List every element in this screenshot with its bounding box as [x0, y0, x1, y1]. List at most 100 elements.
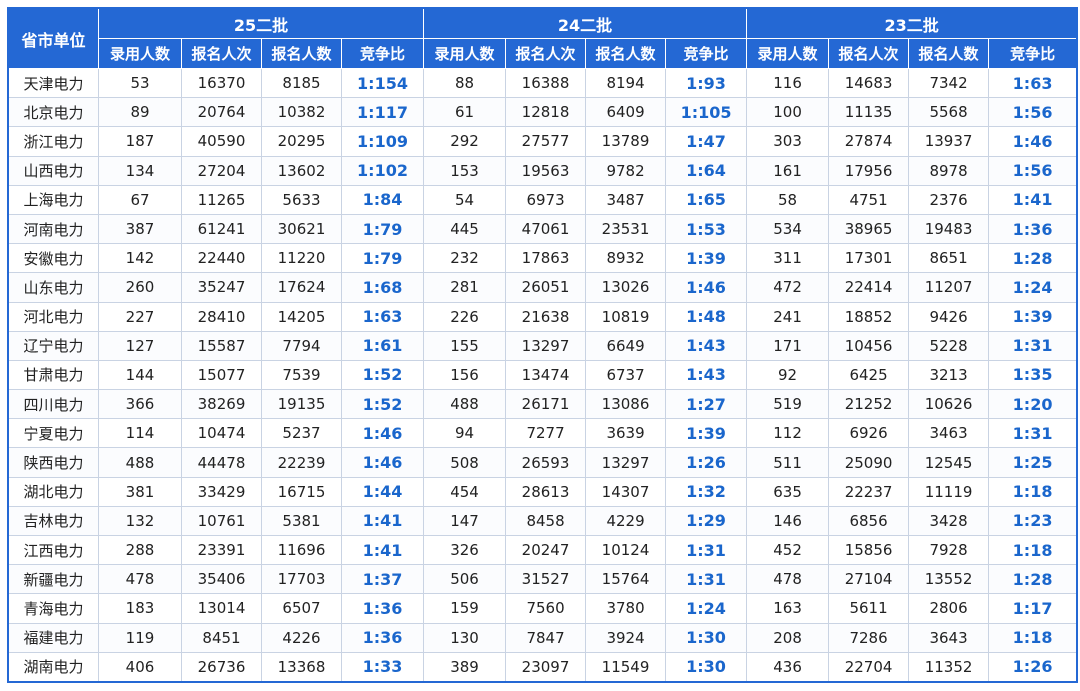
province-cell: 陕西电力	[8, 447, 99, 478]
value-cell: 635	[746, 476, 830, 507]
value-cell: 31527	[505, 564, 587, 595]
ratio-cell: 1:32	[665, 476, 748, 507]
value-cell: 13474	[505, 359, 587, 391]
ratio-cell: 1:46	[340, 418, 425, 449]
ratio-cell: 1:26	[988, 651, 1078, 682]
value-cell: 159	[423, 593, 507, 624]
col-header-hired: 录用人数	[746, 38, 830, 69]
value-cell: 292	[423, 126, 507, 157]
value-cell: 33429	[181, 476, 262, 507]
value-cell: 478	[746, 564, 830, 595]
value-cell: 226	[423, 301, 507, 332]
value-cell: 116	[746, 67, 830, 99]
ratio-cell: 1:63	[988, 67, 1078, 99]
value-cell: 406	[98, 651, 182, 682]
province-cell: 湖北电力	[8, 476, 99, 507]
value-cell: 281	[423, 272, 507, 303]
value-cell: 10819	[585, 301, 667, 332]
value-cell: 4229	[585, 505, 667, 537]
value-cell: 11119	[908, 476, 990, 507]
value-cell: 381	[98, 476, 182, 507]
value-cell: 15856	[828, 534, 910, 566]
value-cell: 11352	[908, 651, 990, 682]
value-cell: 18852	[828, 301, 910, 332]
value-cell: 8978	[908, 155, 990, 186]
province-cell: 湖南电力	[8, 651, 99, 682]
value-cell: 6973	[505, 184, 587, 215]
value-cell: 8651	[908, 243, 990, 274]
ratio-cell: 1:84	[340, 184, 425, 215]
ratio-cell: 1:39	[988, 301, 1078, 332]
col-header-applicants: 报名人数	[908, 38, 990, 69]
value-cell: 508	[423, 447, 507, 478]
value-cell: 3463	[908, 418, 990, 449]
header-sub-row: 录用人数 报名人次 报名人数 竞争比 录用人数 报名人次 报名人数 竞争比 录用…	[9, 38, 1078, 69]
value-cell: 13937	[908, 126, 990, 157]
value-cell: 10626	[908, 389, 990, 420]
value-cell: 134	[98, 155, 182, 186]
value-cell: 506	[423, 564, 507, 595]
ratio-cell: 1:26	[665, 447, 748, 478]
value-cell: 3428	[908, 505, 990, 537]
value-cell: 7928	[908, 534, 990, 566]
value-cell: 326	[423, 534, 507, 566]
table-row: 宁夏电力 114 10474 5237 1:46 94 7277 3639 1:39 112 692…	[8, 418, 1078, 449]
table-row: 辽宁电力 127 15587 7794 1:61 155 13297 6649 1:43 171 1…	[8, 330, 1078, 361]
value-cell: 22414	[828, 272, 910, 303]
value-cell: 19135	[261, 389, 342, 420]
ratio-cell: 1:79	[340, 243, 425, 274]
ratio-cell: 1:20	[988, 389, 1078, 420]
value-cell: 6507	[261, 593, 342, 624]
value-cell: 4226	[261, 622, 342, 653]
value-cell: 22440	[181, 243, 262, 274]
ratio-cell: 1:109	[340, 126, 425, 157]
table-row: 青海电力 183 13014 6507 1:36 159 7560 3780 1:24 163 56…	[8, 593, 1078, 624]
value-cell: 44478	[181, 447, 262, 478]
value-cell: 26051	[505, 272, 587, 303]
col-header-ratio: 竞争比	[340, 38, 425, 69]
value-cell: 10382	[261, 97, 342, 128]
value-cell: 10474	[181, 418, 262, 449]
value-cell: 26736	[181, 651, 262, 682]
ratio-cell: 1:30	[665, 651, 748, 682]
group-header-24: 24二批	[423, 8, 748, 39]
value-cell: 445	[423, 213, 507, 245]
header-group-row: 省市单位 25二批 24二批 23二批	[8, 8, 1078, 69]
province-cell: 宁夏电力	[8, 418, 99, 449]
value-cell: 3213	[908, 359, 990, 391]
province-cell: 安徽电力	[8, 243, 99, 274]
value-cell: 171	[746, 330, 830, 361]
value-cell: 387	[98, 213, 182, 245]
col-header-applications: 报名人次	[181, 38, 262, 69]
ratio-cell: 1:24	[988, 272, 1078, 303]
ratio-cell: 1:31	[988, 330, 1078, 361]
value-cell: 6409	[585, 97, 667, 128]
value-cell: 25090	[828, 447, 910, 478]
value-cell: 260	[98, 272, 182, 303]
ratio-cell: 1:56	[988, 155, 1078, 186]
value-cell: 227	[98, 301, 182, 332]
value-cell: 20247	[505, 534, 587, 566]
value-cell: 11207	[908, 272, 990, 303]
table-row: 山西电力 134 27204 13602 1:102 153 19563 9782 1:64 16…	[8, 155, 1078, 186]
value-cell: 61241	[181, 213, 262, 245]
value-cell: 10761	[181, 505, 262, 537]
value-cell: 13368	[261, 651, 342, 682]
value-cell: 17703	[261, 564, 342, 595]
province-cell: 四川电力	[8, 389, 99, 420]
value-cell: 2806	[908, 593, 990, 624]
table-row: 江西电力 288 23391 11696 1:41 326 20247 10124 1:31 45…	[8, 534, 1078, 566]
province-cell: 山西电力	[8, 155, 99, 186]
ratio-cell: 1:17	[988, 593, 1078, 624]
value-cell: 61	[423, 97, 507, 128]
table-row: 安徽电力 142 22440 11220 1:79 232 17863 8932 1:39 311…	[8, 243, 1078, 274]
value-cell: 142	[98, 243, 182, 274]
value-cell: 519	[746, 389, 830, 420]
table-body: 天津电力 53 16370 8185 1:154 88 16388 8194 1:93 116 14…	[8, 67, 1078, 682]
value-cell: 6926	[828, 418, 910, 449]
value-cell: 7286	[828, 622, 910, 653]
ratio-cell: 1:28	[988, 243, 1078, 274]
value-cell: 38965	[828, 213, 910, 245]
ratio-cell: 1:23	[988, 505, 1078, 537]
value-cell: 436	[746, 651, 830, 682]
